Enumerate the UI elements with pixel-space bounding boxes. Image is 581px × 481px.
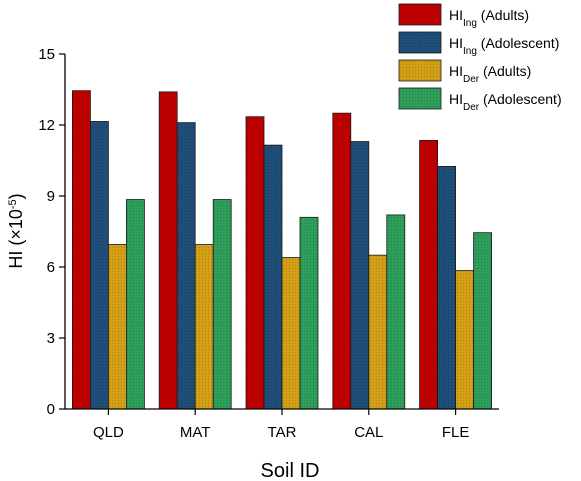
bar-texture: [300, 217, 318, 409]
legend-swatch-texture: [399, 4, 441, 25]
y-ticks-group: 0 3 6 9 12 15: [38, 46, 65, 418]
legend-label-base: HI: [449, 63, 463, 79]
x-tick-label: CAL: [354, 424, 383, 441]
bar-texture: [126, 199, 145, 409]
y-tick-label: 6: [47, 259, 55, 276]
bar-texture: [332, 113, 351, 410]
x-tick-label: TAR: [268, 424, 297, 441]
bar-texture: [159, 91, 178, 409]
bar-texture: [177, 122, 196, 409]
y-tick-label: 9: [47, 188, 55, 205]
legend-label: HIDer (Adults): [449, 63, 531, 85]
legend-swatch-texture: [399, 88, 441, 109]
legend-label-rest: (Adolescent): [477, 35, 559, 51]
legend-label-subscript: Ing: [463, 46, 477, 57]
bar-texture: [282, 257, 300, 409]
x-ticks-group: QLD MAT TAR CAL FLE: [93, 409, 469, 441]
bars-group: [72, 90, 493, 410]
legend: HIIng (Adults)HIIng (Adolescent)HIDer (A…: [398, 3, 562, 113]
y-tick-label: 3: [47, 330, 55, 347]
bar-texture: [195, 244, 214, 409]
y-tick-label: 0: [47, 401, 55, 418]
bar-texture: [72, 90, 91, 409]
legend-label-base: HI: [449, 91, 463, 107]
bar-texture: [419, 140, 438, 409]
bar-texture: [473, 232, 492, 409]
y-tick-label: 15: [38, 46, 55, 63]
bar-texture: [264, 145, 282, 409]
y-axis-title: HI (×10-5): [6, 193, 26, 268]
legend-label-subscript: Der: [463, 74, 480, 85]
x-axis-title: Soil ID: [261, 460, 320, 481]
y-axis-title-exponent: -5: [7, 199, 19, 209]
legend-label-rest: (Adolescent): [479, 91, 561, 107]
x-tick-label: QLD: [93, 424, 124, 441]
bar-texture: [90, 121, 109, 409]
bar-texture: [350, 141, 369, 410]
legend-label: HIIng (Adolescent): [449, 35, 559, 57]
bar-texture: [455, 270, 474, 409]
y-axis-title-base: HI (×10: [6, 209, 26, 269]
legend-label-base: HI: [449, 7, 463, 23]
y-axis-title-tail: ): [6, 193, 26, 199]
plot-area: 0 3 6 9 12 15 QLD MAT TAR CAL FLE: [38, 46, 499, 441]
bar-texture: [108, 244, 127, 409]
x-tick-label: FLE: [442, 424, 470, 441]
bar-texture: [368, 255, 387, 409]
legend-label: HIIng (Adults): [449, 7, 529, 29]
bar-texture: [246, 116, 264, 409]
legend-label: HIDer (Adolescent): [449, 91, 562, 113]
bar-texture: [437, 166, 456, 409]
legend-label-subscript: Der: [463, 102, 480, 113]
legend-label-rest: (Adults): [479, 63, 531, 79]
y-tick-label: 12: [38, 117, 55, 134]
legend-label-base: HI: [449, 35, 463, 51]
bar-texture: [213, 199, 232, 409]
legend-swatch-texture: [399, 32, 441, 53]
legend-swatch-texture: [399, 60, 441, 81]
legend-label-subscript: Ing: [463, 18, 477, 29]
x-tick-label: MAT: [180, 424, 211, 441]
bar-texture: [386, 214, 405, 409]
legend-label-rest: (Adults): [477, 7, 529, 23]
